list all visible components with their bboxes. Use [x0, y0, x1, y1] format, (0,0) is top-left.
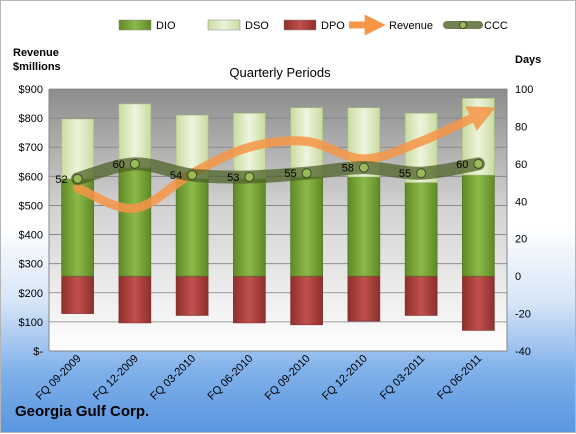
right-tick-label: 60 [515, 159, 527, 171]
ccc-data-label: 55 [284, 168, 296, 180]
category-label: FQ 09-2010 [263, 353, 313, 403]
ccc-data-label: 55 [399, 168, 411, 180]
category-label: FQ 06-2011 [435, 353, 484, 402]
right-tick-label: -40 [515, 346, 531, 358]
ccc-data-label: 52 [55, 174, 67, 186]
ccc-point [244, 171, 255, 182]
legend-label-revenue: Revenue [389, 20, 433, 32]
ccc-point [72, 173, 83, 184]
category-label: FQ 03-2011 [378, 353, 427, 402]
ccc-point [187, 170, 198, 181]
left-axis-title-line: $millions [13, 61, 61, 73]
legend-label-ccc: CCC [484, 20, 508, 32]
left-tick-label: $400 [19, 230, 43, 242]
bar-dio [290, 176, 323, 277]
ccc-data-label: 60 [113, 159, 125, 171]
bar-dpo [118, 275, 152, 324]
bar-dpo [347, 275, 381, 322]
left-tick-label: $300 [19, 259, 43, 271]
bar-dio [462, 174, 495, 277]
left-tick-label: $700 [19, 142, 43, 154]
category-label: FQ 03-2010 [148, 353, 198, 403]
right-tick-label: 40 [515, 196, 527, 208]
bar-dio [175, 178, 209, 277]
bar-dpo [61, 275, 94, 314]
legend-label-dpo: DPO [321, 20, 345, 32]
left-tick-label: $600 [19, 171, 43, 183]
left-tick-label: $900 [19, 84, 43, 96]
legend-swatch-dso [207, 19, 241, 31]
left-tick-label: $500 [19, 200, 43, 212]
bar-dio [404, 182, 438, 277]
ccc-point [301, 168, 312, 179]
legend-label-dio: DIO [156, 20, 176, 32]
bar-dso [118, 103, 152, 168]
legend-swatch-dpo [283, 19, 317, 31]
category-label: FQ 12-2010 [320, 353, 370, 403]
data-labels: 52 60 54 53 55 58 55 60 [55, 159, 468, 186]
right-axis-title: Days [515, 54, 541, 66]
ccc-data-label: 60 [456, 159, 468, 171]
line-series [71, 106, 496, 213]
legend-label-dso: DSO [245, 20, 269, 32]
ccc-data-label: 58 [342, 163, 354, 175]
bar-dpo [290, 275, 323, 326]
chart-title: Quarterly Periods [229, 65, 331, 80]
bar-dpo [462, 275, 495, 331]
legend-swatch-dio [118, 19, 152, 31]
bar-dio [233, 178, 266, 277]
plot-area [49, 89, 507, 351]
right-tick-label: 100 [515, 84, 533, 96]
bar-dio [118, 167, 152, 277]
right-tick-label: -20 [515, 309, 531, 321]
company-name: Georgia Gulf Corp. [15, 403, 150, 420]
ccc-data-label: 54 [170, 170, 182, 182]
bar-dpo [233, 275, 266, 324]
left-tick-label: $200 [19, 288, 43, 300]
legend-swatch-ccc-point [459, 21, 467, 29]
revenue-line [73, 106, 496, 213]
ccc-point [473, 158, 484, 169]
ccc-point [358, 162, 369, 173]
bar-dio [347, 176, 381, 277]
left-axis-title: Revenue $millions [13, 47, 61, 73]
category-label: FQ 06-2010 [206, 353, 256, 403]
right-tick-label: 80 [515, 121, 527, 133]
left-axis-title-line: Revenue [13, 47, 59, 59]
legend: DIO DSO DPO Revenue CCC [118, 14, 508, 36]
category-label: FQ 09-2009 [34, 353, 84, 403]
bar-dpo [175, 275, 209, 316]
left-tick-label: $800 [19, 113, 43, 125]
ccc-data-label: 53 [227, 172, 239, 184]
ccc-point [129, 158, 140, 169]
right-tick-label: 20 [515, 234, 527, 246]
right-tick-label: 0 [515, 271, 521, 283]
bar-dpo [404, 275, 438, 316]
left-tick-label: $- [33, 346, 43, 358]
left-tick-label: $100 [19, 317, 43, 329]
category-label: FQ 12-2009 [91, 353, 141, 403]
ccc-point [416, 168, 427, 179]
